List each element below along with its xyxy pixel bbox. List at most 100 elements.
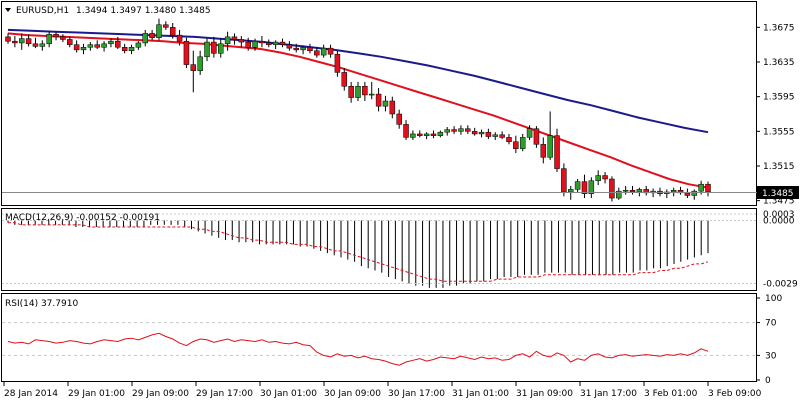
candle (561, 163, 567, 197)
candle-body (204, 41, 210, 58)
candle (142, 29, 149, 47)
candle-body (519, 137, 526, 149)
candle (540, 137, 547, 164)
candle-body (629, 190, 636, 193)
candle (18, 33, 25, 50)
candle (368, 81, 375, 100)
x-tick-label: 30 Jan 09:00 (324, 389, 381, 399)
candle (437, 130, 444, 138)
candle (183, 37, 190, 69)
candle (341, 68, 348, 91)
x-tick-label: 31 Jan 01:00 (452, 389, 509, 399)
price-panel-frame (1, 1, 757, 206)
candle-body (382, 100, 389, 107)
candle-body (609, 178, 615, 199)
candle-body (149, 33, 155, 38)
candle-body (135, 42, 142, 48)
candle (629, 185, 636, 195)
x-tick-label: 3 Feb 09:00 (708, 389, 762, 399)
candle-body (163, 24, 169, 28)
candle (430, 130, 437, 139)
candle-body (581, 181, 588, 194)
candle (602, 172, 608, 184)
candle-body (224, 36, 231, 45)
candle-body (547, 135, 553, 158)
macd-signal-line (8, 222, 709, 282)
price-tick-label: 1.3475 (763, 197, 795, 207)
candle (519, 133, 526, 152)
candle (691, 189, 698, 200)
candle-body (94, 44, 100, 48)
candle-body (53, 34, 59, 38)
macd-signal-path (8, 222, 709, 282)
candle (588, 177, 595, 199)
candle-body (389, 100, 396, 115)
candle (348, 81, 354, 103)
candle-body (245, 41, 251, 48)
candle (417, 130, 423, 138)
candle-body (176, 34, 183, 42)
candle (190, 50, 197, 93)
candle-body (574, 181, 581, 190)
slow-ma-path (7, 28, 709, 134)
candle (506, 133, 512, 145)
candle (499, 131, 505, 140)
candle (149, 29, 155, 41)
x-tick-label: 30 Jan 01:00 (260, 389, 317, 399)
candle (286, 41, 293, 51)
candle (39, 40, 46, 51)
candle (293, 43, 299, 53)
candle (382, 95, 389, 112)
candle-body (341, 72, 348, 87)
x-tick-label: 31 Jan 17:00 (580, 389, 637, 399)
candle (252, 38, 258, 51)
symbol-label: EURUSD,H1 (16, 6, 69, 16)
candle (87, 42, 94, 51)
candle-body (506, 137, 512, 142)
candle (101, 41, 107, 52)
fast-moving-average (7, 32, 709, 189)
candle (705, 181, 711, 197)
candle (169, 23, 176, 39)
candle-body (540, 144, 547, 158)
candle (403, 120, 409, 140)
candle-body (272, 41, 279, 45)
candle-body (561, 168, 567, 193)
candle-body (18, 38, 25, 44)
candle-body (636, 189, 643, 193)
candle (465, 125, 471, 134)
x-axis: 28 Jan 2014 29 Jan 01:00 29 Jan 09:00 29 Ja… (3, 382, 762, 399)
candle (259, 36, 265, 48)
candle (135, 41, 142, 50)
candle (108, 38, 114, 48)
candle (121, 43, 128, 54)
candle-body (32, 43, 39, 47)
candle (314, 47, 320, 58)
candle (451, 126, 457, 134)
candle-body (279, 41, 286, 45)
candle (46, 31, 52, 48)
triangle-down-icon[interactable] (5, 8, 11, 12)
candle (238, 36, 245, 48)
candle-body (121, 47, 128, 51)
candle (423, 132, 430, 140)
candle-body (533, 128, 540, 145)
candle-body (602, 175, 608, 180)
candle-body (108, 40, 114, 45)
price-tick-label: 1.3675 (763, 23, 795, 33)
candle (163, 21, 169, 30)
rsi-path (7, 332, 709, 366)
candle-body (128, 47, 135, 51)
ohlc-values: 1.3494 1.3497 1.3480 1.3485 (76, 6, 211, 16)
candle (176, 29, 183, 46)
candle (677, 186, 684, 195)
candle-body (368, 93, 375, 96)
x-tick-label: 29 Jan 09:00 (132, 389, 189, 399)
symbol-ohlc-label: EURUSD,H1 1.3494 1.3497 1.3480 1.3485 (16, 6, 211, 16)
candle-body (355, 86, 361, 98)
candle (204, 38, 210, 62)
candle-body (526, 128, 533, 138)
candle-body (334, 53, 341, 73)
